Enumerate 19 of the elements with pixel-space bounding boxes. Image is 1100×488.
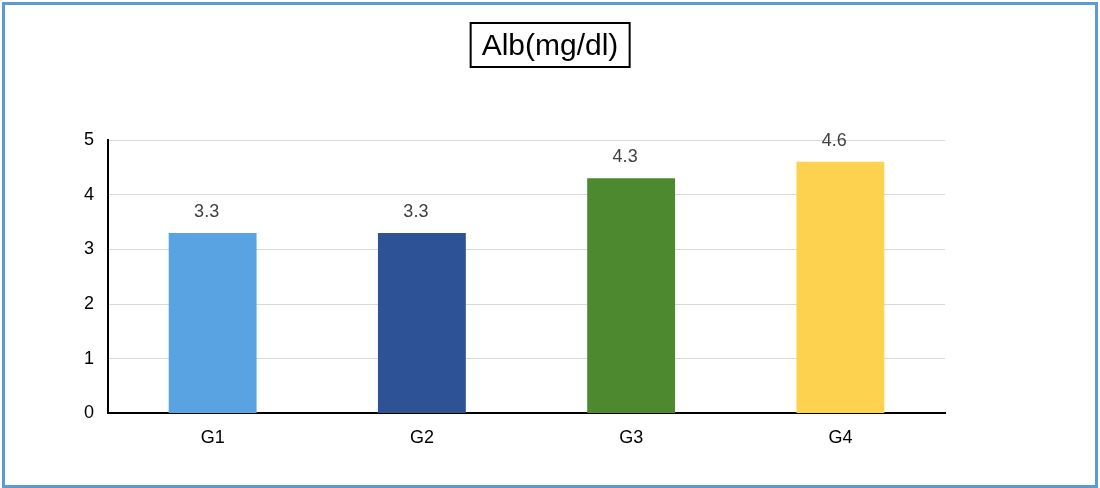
y-tick-label: 5 xyxy=(84,128,95,149)
bar xyxy=(377,232,466,413)
data-label: 4.3 xyxy=(612,146,638,167)
y-tick-label: 0 xyxy=(84,402,95,423)
bar xyxy=(796,161,885,413)
x-tick-label: G4 xyxy=(828,427,853,448)
y-tick-label: 3 xyxy=(84,238,95,259)
bar xyxy=(587,178,676,413)
x-tick-label: G3 xyxy=(619,427,644,448)
chart-title: Alb(mg/dl) xyxy=(469,22,631,68)
x-tick-label: G2 xyxy=(409,427,434,448)
data-label: 4.6 xyxy=(821,129,847,150)
y-tick-label: 4 xyxy=(84,183,95,204)
bar xyxy=(168,232,257,413)
y-tick-label: 2 xyxy=(84,293,95,314)
data-label: 3.3 xyxy=(403,200,429,221)
data-label: 3.3 xyxy=(194,200,220,221)
x-tick-label: G1 xyxy=(200,427,225,448)
y-tick-label: 1 xyxy=(84,347,95,368)
